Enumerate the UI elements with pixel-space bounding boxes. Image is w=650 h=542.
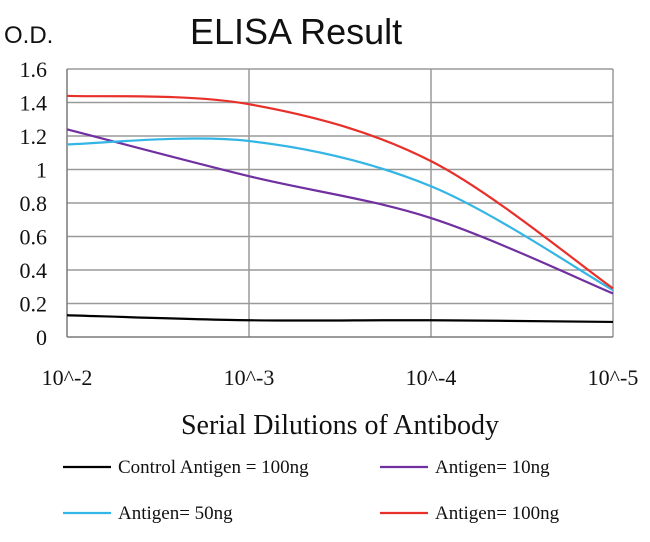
legend-label-0: Control Antigen = 100ng bbox=[118, 457, 309, 478]
series-line-0 bbox=[66, 314, 614, 324]
x-tick-label: 10^-2 bbox=[42, 365, 93, 390]
series-line-2 bbox=[66, 137, 614, 292]
x-tick-label: 10^-4 bbox=[406, 365, 457, 390]
plot-area: 0 0.2 0.4 0.6 0.8 1 1.2 1.4 1.6 10^-2 10^-3 10^-4 10… bbox=[20, 57, 639, 390]
x-axis-label: Serial Dilutions of Antibody bbox=[181, 410, 499, 441]
series-line-3 bbox=[66, 94, 614, 290]
y-tick-label: 0.4 bbox=[20, 258, 48, 283]
y-tick-label: 1.6 bbox=[20, 57, 48, 82]
x-tick-label: 10^-3 bbox=[224, 365, 275, 390]
y-tick-label: 0 bbox=[36, 325, 47, 350]
legend-label-1: Antigen= 10ng bbox=[435, 457, 550, 478]
y-axis-label: O.D. bbox=[4, 22, 53, 49]
x-tick-label: 10^-5 bbox=[588, 365, 639, 390]
legend-label-2: Antigen= 50ng bbox=[118, 503, 233, 524]
y-tick-label: 1.4 bbox=[20, 91, 48, 116]
y-tick-label: 1 bbox=[36, 158, 47, 183]
legend-label-3: Antigen= 100ng bbox=[435, 503, 560, 524]
y-tick-label: 1.2 bbox=[20, 124, 48, 149]
legend: Control Antigen = 100ng Antigen= 10ng Anti… bbox=[63, 457, 560, 524]
y-tick-label: 0.8 bbox=[20, 191, 48, 216]
y-tick-label: 0.2 bbox=[20, 292, 48, 317]
series-line-1 bbox=[66, 128, 614, 295]
chart-title: ELISA Result bbox=[190, 11, 402, 52]
y-tick-label: 0.6 bbox=[20, 225, 48, 250]
